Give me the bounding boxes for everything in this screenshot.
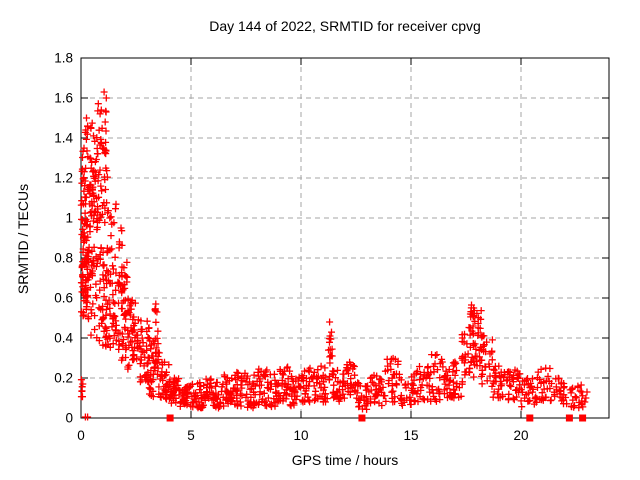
zero-square-marker <box>565 414 573 422</box>
y-tick-label: 0.4 <box>54 331 73 346</box>
y-tick-label: 1.6 <box>54 91 73 106</box>
y-tick-label: 0.6 <box>54 291 73 306</box>
y-tick-label: 0.2 <box>54 371 73 386</box>
zero-square-marker <box>358 414 366 422</box>
zero-square-marker <box>579 414 587 422</box>
x-tick-label: 15 <box>403 428 418 443</box>
x-tick-label: 0 <box>77 428 85 443</box>
y-tick-label: 1.4 <box>54 131 73 146</box>
y-tick-label: 0 <box>65 411 73 426</box>
x-tick-label: 5 <box>187 428 195 443</box>
chart-title: Day 144 of 2022, SRMTID for receiver cpv… <box>209 18 481 34</box>
y-tick-label: 1.2 <box>54 171 73 186</box>
y-tick-label: 1 <box>65 211 73 226</box>
zero-square-marker <box>526 414 534 422</box>
y-tick-label: 1.8 <box>54 51 73 66</box>
y-tick-label: 0.8 <box>54 251 73 266</box>
scatter-points <box>77 88 591 421</box>
zero-square-marker <box>166 414 174 422</box>
x-tick-label: 10 <box>293 428 308 443</box>
x-tick-label: 20 <box>513 428 528 443</box>
x-axis-label: GPS time / hours <box>291 452 399 468</box>
